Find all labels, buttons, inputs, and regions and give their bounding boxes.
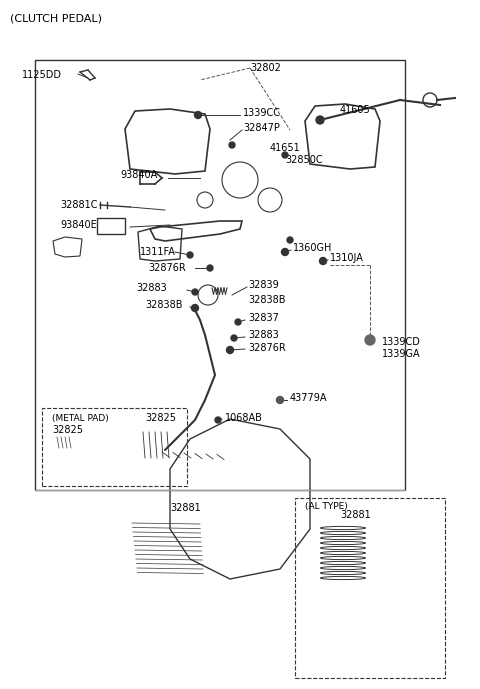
Circle shape bbox=[235, 319, 241, 325]
Circle shape bbox=[281, 249, 288, 256]
Circle shape bbox=[229, 142, 235, 148]
Circle shape bbox=[287, 237, 293, 243]
Text: 32881: 32881 bbox=[170, 503, 201, 513]
Text: 32838B: 32838B bbox=[145, 300, 182, 310]
Text: 32802: 32802 bbox=[250, 63, 281, 73]
Text: 1339GA: 1339GA bbox=[382, 349, 420, 359]
Text: 1339CD: 1339CD bbox=[382, 337, 421, 347]
Text: 32837: 32837 bbox=[248, 313, 279, 323]
Circle shape bbox=[365, 335, 375, 345]
Text: 32876R: 32876R bbox=[248, 343, 286, 353]
Text: 41651: 41651 bbox=[270, 143, 301, 153]
Text: 41605: 41605 bbox=[340, 105, 371, 115]
Text: 32850C: 32850C bbox=[285, 155, 323, 165]
Text: 1125DD: 1125DD bbox=[22, 70, 62, 80]
Circle shape bbox=[231, 335, 237, 341]
Circle shape bbox=[316, 116, 324, 124]
Text: 32825: 32825 bbox=[52, 425, 83, 435]
Bar bbox=[97, 218, 125, 234]
Circle shape bbox=[187, 252, 193, 258]
Text: 32825: 32825 bbox=[145, 413, 176, 423]
Circle shape bbox=[276, 396, 284, 404]
Text: 1068AB: 1068AB bbox=[225, 413, 263, 423]
Circle shape bbox=[194, 112, 202, 119]
Text: 32883: 32883 bbox=[136, 283, 167, 293]
Circle shape bbox=[207, 265, 213, 271]
Text: 32838B: 32838B bbox=[248, 295, 286, 305]
Circle shape bbox=[282, 152, 288, 158]
Text: 32881C: 32881C bbox=[60, 200, 97, 210]
Text: 32881: 32881 bbox=[340, 510, 371, 520]
Text: (AL TYPE): (AL TYPE) bbox=[305, 502, 348, 511]
Text: 32847P: 32847P bbox=[243, 123, 280, 133]
Text: 32876R: 32876R bbox=[148, 263, 186, 273]
Text: 1360GH: 1360GH bbox=[293, 243, 332, 253]
Circle shape bbox=[192, 305, 199, 311]
Text: 32839: 32839 bbox=[248, 280, 279, 290]
Text: 93840A: 93840A bbox=[120, 170, 157, 180]
Text: (METAL PAD): (METAL PAD) bbox=[52, 413, 109, 422]
Bar bbox=[35, 60, 405, 490]
Circle shape bbox=[215, 417, 221, 423]
Text: 93840E: 93840E bbox=[60, 220, 97, 230]
Bar bbox=[295, 498, 445, 678]
Text: (CLUTCH PEDAL): (CLUTCH PEDAL) bbox=[10, 13, 102, 23]
Bar bbox=[42, 408, 187, 486]
Text: 1310JA: 1310JA bbox=[330, 253, 364, 263]
Text: 1311FA: 1311FA bbox=[140, 247, 176, 257]
Circle shape bbox=[320, 258, 326, 265]
Text: 43779A: 43779A bbox=[290, 393, 327, 403]
Circle shape bbox=[192, 289, 198, 295]
Text: 32883: 32883 bbox=[248, 330, 279, 340]
Text: 1339CC: 1339CC bbox=[243, 108, 281, 118]
Circle shape bbox=[227, 347, 233, 353]
